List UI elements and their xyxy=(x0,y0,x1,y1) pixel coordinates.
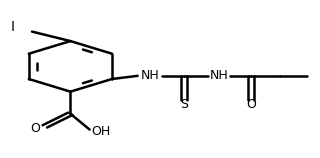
Text: NH: NH xyxy=(210,69,228,82)
Text: S: S xyxy=(180,98,188,111)
Text: OH: OH xyxy=(91,125,110,138)
Text: NH: NH xyxy=(141,69,160,82)
Text: O: O xyxy=(246,98,256,111)
Text: O: O xyxy=(30,122,40,135)
Text: I: I xyxy=(11,20,15,34)
